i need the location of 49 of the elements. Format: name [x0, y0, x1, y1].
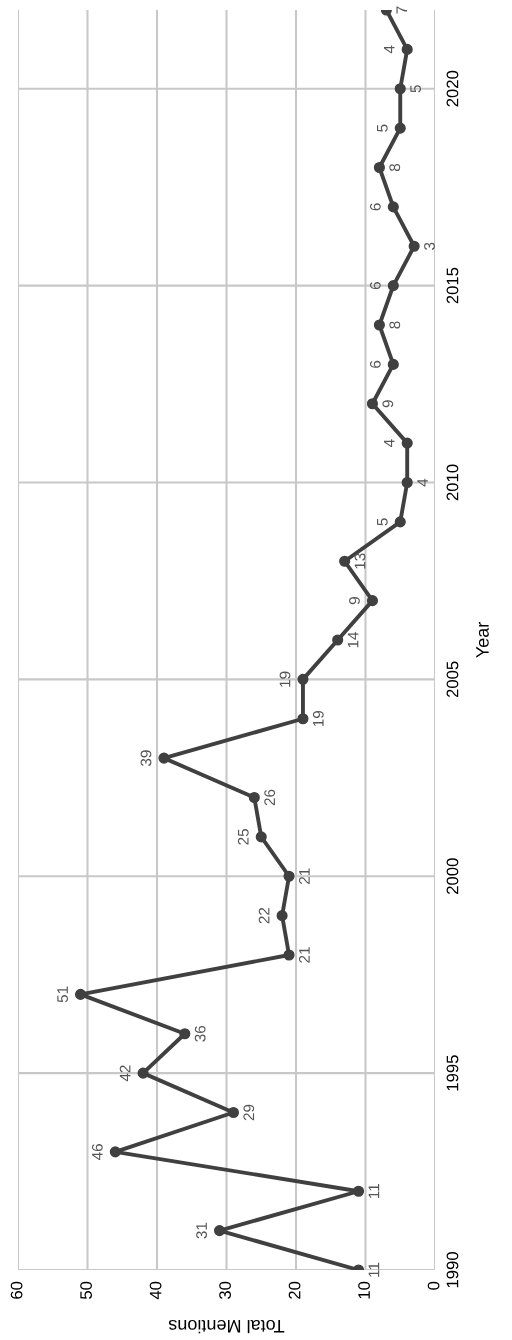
data-label: 7 — [396, 6, 407, 14]
data-label: 14 — [347, 631, 359, 648]
y-tick-label: 2005 — [446, 661, 459, 698]
y-tick-label: 1990 — [446, 1252, 459, 1288]
y-tick-label: 1995 — [446, 1055, 459, 1091]
data-label: 26 — [264, 789, 276, 806]
data-label: 51 — [57, 986, 68, 1003]
y-tick-label: 2010 — [446, 464, 459, 501]
x-tick-label: 0 — [427, 1281, 440, 1290]
data-label: 21 — [299, 947, 310, 963]
data-label: 5 — [377, 518, 388, 526]
y-axis-title: Year — [476, 622, 489, 658]
data-label: 4 — [383, 45, 395, 54]
data-label: 46 — [91, 1144, 103, 1161]
data-label: 6 — [369, 203, 381, 211]
y-tick-label: 2015 — [446, 267, 459, 304]
data-label: 19 — [279, 671, 291, 687]
data-label: 8 — [389, 163, 401, 172]
data-label: 8 — [389, 321, 401, 329]
data-label: 31 — [196, 1222, 207, 1239]
data-label: 42 — [119, 1065, 131, 1082]
x-tick-label: 10 — [358, 1281, 370, 1299]
x-tick-label: 30 — [219, 1281, 231, 1300]
data-label: 39 — [140, 750, 152, 767]
x-tick-label: 40 — [149, 1281, 162, 1300]
data-label: 5 — [410, 85, 422, 93]
data-label: 6 — [369, 282, 381, 290]
data-label: 9 — [382, 400, 394, 408]
x-tick-label: 60 — [10, 1281, 23, 1299]
data-label: 9 — [349, 597, 360, 605]
y-tick-label: 2020 — [446, 70, 459, 107]
x-axis-title: Total Mentions — [168, 1319, 285, 1334]
x-tick-label: 20 — [288, 1281, 301, 1299]
data-label: 25 — [237, 829, 249, 845]
x-tick-label: 50 — [80, 1281, 92, 1299]
data-label: 13 — [354, 553, 366, 569]
data-label: 22 — [258, 907, 270, 924]
data-label: 5 — [377, 124, 388, 132]
data-label: 4 — [417, 478, 428, 487]
data-label: 6 — [369, 360, 381, 368]
y-tick-label: 2000 — [446, 858, 459, 894]
data-label: 3 — [424, 242, 435, 250]
data-label: 36 — [194, 1025, 206, 1042]
data-label: 21 — [299, 868, 310, 884]
data-label: 19 — [312, 710, 324, 727]
data-label: 11 — [368, 1184, 380, 1199]
data-label: 29 — [243, 1104, 255, 1121]
data-label: 4 — [383, 439, 395, 448]
data-label: 11 — [368, 1262, 380, 1277]
